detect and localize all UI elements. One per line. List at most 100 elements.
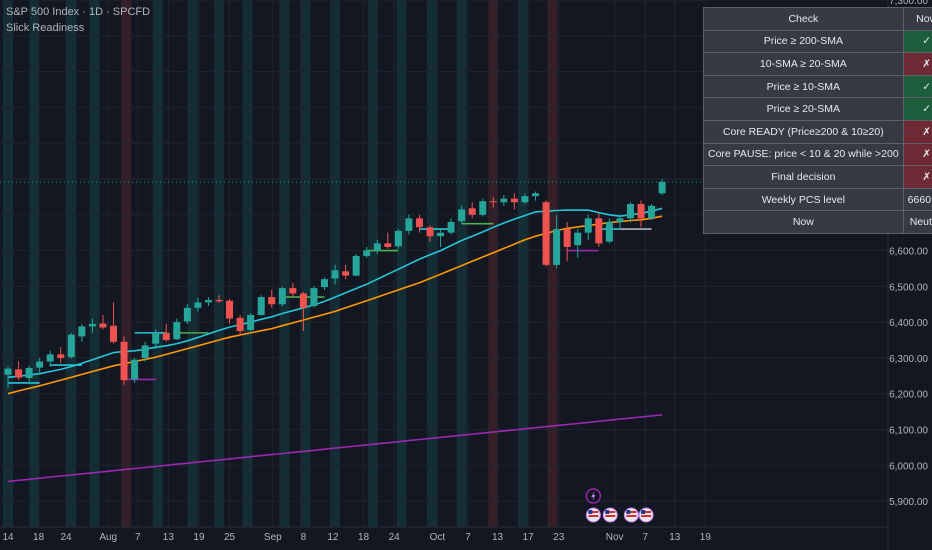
candle-up xyxy=(131,357,139,383)
sma200-line xyxy=(7,414,663,483)
candle-body xyxy=(299,293,307,308)
candle-body xyxy=(447,221,455,233)
signal-band xyxy=(187,0,198,527)
candle-body xyxy=(616,218,624,222)
candle-body xyxy=(215,299,223,302)
candle-up xyxy=(373,239,381,255)
candle-up xyxy=(458,205,466,224)
candle-up xyxy=(67,332,75,359)
flag-stripe xyxy=(588,511,599,513)
flag-canton xyxy=(626,510,631,514)
signal-band xyxy=(547,0,558,527)
check-value: ✓ xyxy=(902,29,932,54)
price-axis-label: 6,000.00 xyxy=(889,461,928,472)
candle-up xyxy=(405,214,413,235)
candle-down xyxy=(215,295,223,303)
candle-body xyxy=(405,218,413,231)
flag-canton xyxy=(641,510,646,514)
candle-body xyxy=(57,354,65,358)
lightning-glyph xyxy=(591,491,596,501)
check-label: Final decision xyxy=(703,165,904,189)
check-value: Neutral xyxy=(902,210,932,234)
us-flag-icon xyxy=(602,507,618,523)
signal-band xyxy=(456,0,467,527)
time-axis-label: 17 xyxy=(523,532,535,543)
time-axis-label: Nov xyxy=(606,532,624,543)
candle-down xyxy=(120,336,128,385)
candle-down xyxy=(268,289,276,308)
signal-band xyxy=(368,0,379,527)
time-axis-label: 25 xyxy=(224,532,236,543)
signal-band xyxy=(29,0,40,527)
signal-band xyxy=(517,0,528,527)
candle-body xyxy=(637,204,645,219)
candle-body xyxy=(236,317,244,332)
candle-down xyxy=(57,347,65,364)
candle-down xyxy=(595,212,603,247)
check-value: ✓ xyxy=(902,74,932,99)
candle-up xyxy=(321,277,328,290)
candle-body xyxy=(331,270,339,279)
time-axis-label: 18 xyxy=(358,532,370,543)
time-axis-label: 7 xyxy=(135,532,141,543)
event-markers[interactable] xyxy=(585,488,654,523)
candle-body xyxy=(532,193,539,197)
candle-down xyxy=(289,282,297,298)
time-axis-label: 23 xyxy=(553,532,565,543)
candle-body xyxy=(542,202,550,265)
check-label: Core READY (Price≥200 & 10≥20) xyxy=(703,119,904,144)
candle-up xyxy=(25,365,33,383)
time-axis-label: 19 xyxy=(700,532,712,543)
candle-body xyxy=(110,325,117,342)
candle-body xyxy=(67,334,75,358)
candle-body xyxy=(553,229,561,265)
candle-body xyxy=(584,218,592,233)
flag-canton xyxy=(588,510,593,514)
candle-body xyxy=(289,288,297,294)
candle-body xyxy=(574,232,582,246)
flag-stripe xyxy=(588,515,599,517)
table-row: 10-SMA ≥ 20-SMA ✗ xyxy=(703,52,932,76)
candle-up xyxy=(183,304,191,324)
flag-stripe xyxy=(626,511,637,513)
check-label: Weekly PCS level xyxy=(703,187,904,212)
candle-body xyxy=(194,302,202,308)
price-axis-label: 7,300.00 xyxy=(889,0,928,7)
candle-body xyxy=(25,367,33,378)
time-axis-label: 8 xyxy=(301,532,307,543)
flag-stripe xyxy=(641,515,652,517)
flag-stripe xyxy=(626,515,637,517)
candle-body xyxy=(605,221,613,242)
time-axis-label: Aug xyxy=(99,532,117,543)
indicator-name[interactable]: Slick Readiness xyxy=(6,22,85,34)
candlesticks xyxy=(4,178,666,389)
time-axis-label: 19 xyxy=(193,532,205,543)
table-row: Price ≥ 200-SMA ✓ xyxy=(703,29,932,54)
candle-body xyxy=(352,255,360,276)
candle-body xyxy=(510,198,518,203)
candle-up xyxy=(278,286,286,307)
candle-up xyxy=(352,254,360,277)
candle-body xyxy=(310,288,318,307)
check-value: ✗ xyxy=(902,142,932,167)
candle-body xyxy=(384,243,392,247)
candle-body xyxy=(88,323,96,327)
symbol-header[interactable]: S&P 500 Index · 1D · SPCFD xyxy=(6,6,151,18)
check-label: 10-SMA ≥ 20-SMA xyxy=(703,52,904,76)
time-axis[interactable]: 14 18 24 Aug 7 13 19 25 Sep 8 12 18 24 Oct 7 13 17 23 Nov 7… xyxy=(2,532,711,543)
candle-up xyxy=(363,246,371,258)
candle-body xyxy=(4,368,12,375)
candle-body xyxy=(563,229,571,247)
time-axis-label: Oct xyxy=(430,532,446,543)
candle-up xyxy=(584,214,592,240)
candle-down xyxy=(384,232,392,249)
candle-body xyxy=(500,198,508,203)
candle-up xyxy=(46,350,54,367)
time-axis-label: 24 xyxy=(60,532,72,543)
candle-up xyxy=(36,357,44,375)
candle-body xyxy=(226,300,234,319)
candle-down xyxy=(162,323,170,342)
us-flag-icon xyxy=(638,507,654,523)
candle-down xyxy=(299,291,307,332)
sma10-line xyxy=(7,207,663,379)
